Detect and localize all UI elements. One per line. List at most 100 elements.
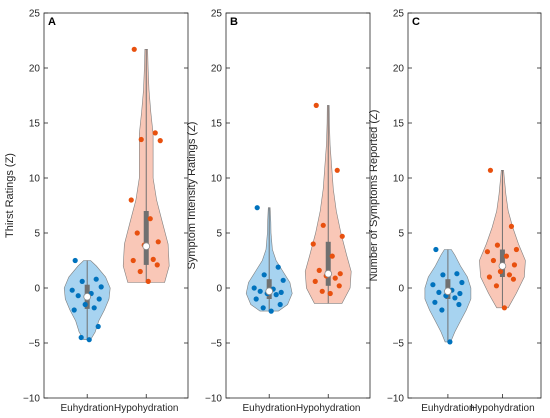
data-point: [78, 334, 84, 341]
panel-a: −10 −5 0 5 10 15 20 25 Thirst Ratings (Z) A Euhydr…: [4, 9, 189, 414]
violin-hypohydration: [122, 46, 170, 284]
data-point: [510, 276, 517, 282]
x-tick-label: Euhydration: [243, 403, 296, 414]
data-point: [86, 337, 92, 343]
y-tick-label: 5: [216, 229, 222, 240]
y-tick-label: −5: [211, 339, 223, 350]
y-tick-label: 15: [393, 119, 405, 130]
y-tick-label: 5: [398, 229, 404, 240]
data-point: [494, 242, 501, 248]
data-point: [432, 299, 438, 305]
y-tick-label: 20: [393, 64, 405, 75]
data-point: [457, 290, 463, 297]
data-point: [511, 262, 518, 268]
y-axis-label: Number of Symptoms Reported (Z): [368, 110, 380, 282]
data-point: [98, 284, 104, 290]
data-point: [439, 307, 445, 313]
data-point: [152, 130, 158, 136]
data-point: [459, 279, 465, 286]
data-point: [327, 290, 333, 297]
data-point: [147, 216, 153, 222]
median-marker: [83, 292, 91, 301]
y-axis-label: Symptom Intensity Ratings (Z): [186, 122, 198, 270]
y-tick-label: 0: [216, 284, 222, 295]
data-point: [72, 257, 78, 264]
data-point: [261, 272, 267, 278]
data-point: [456, 301, 462, 308]
x-tick-label: Hypohydration: [470, 403, 534, 414]
data-point: [138, 136, 144, 143]
data-point: [316, 267, 322, 273]
axes-box: [225, 12, 371, 399]
panel-label: A: [48, 16, 56, 28]
data-point: [332, 275, 338, 281]
data-point: [278, 289, 284, 295]
panel-b: −10 −5 0 5 10 15 20 25 Symptom Intensity Ratings…: [186, 9, 371, 414]
median-marker: [324, 269, 333, 278]
panel-c: −10 −5 0 5 10 15 20 25 Number of Symptoms Report…: [368, 9, 542, 414]
data-point: [260, 305, 266, 311]
data-point: [329, 253, 335, 259]
data-point: [253, 296, 259, 302]
data-point: [508, 223, 515, 229]
data-point: [319, 288, 325, 294]
data-point: [497, 268, 504, 275]
y-tick-label: 25: [29, 9, 41, 20]
data-point: [79, 278, 85, 284]
y-tick-label: −10: [205, 394, 222, 405]
data-point: [334, 167, 340, 173]
panel-label: C: [412, 16, 420, 28]
violin-euhydration: [424, 246, 472, 345]
data-point: [273, 292, 279, 298]
data-point: [501, 305, 508, 311]
violin-euhydration: [63, 257, 111, 343]
data-point: [454, 271, 460, 277]
iqr-box: [143, 211, 149, 265]
y-tick-label: −10: [387, 394, 404, 405]
data-point: [95, 323, 101, 330]
data-point: [310, 241, 316, 247]
data-point: [251, 285, 257, 291]
data-point: [275, 264, 281, 270]
y-tick-label: 10: [211, 174, 223, 185]
median-marker: [444, 287, 452, 296]
y-tick-label: 5: [34, 229, 40, 240]
y-tick-label: 15: [29, 119, 41, 130]
data-point: [93, 276, 99, 282]
data-point: [157, 138, 163, 144]
y-tick-label: −5: [29, 339, 41, 350]
iqr-box: [325, 241, 331, 286]
data-point: [257, 288, 263, 294]
data-point: [487, 167, 494, 173]
x-tick-label: Euhydration: [421, 403, 474, 414]
data-point: [506, 272, 513, 278]
median-marker: [498, 262, 507, 270]
data-point: [490, 257, 497, 264]
y-tick-label: 25: [393, 9, 405, 20]
data-point: [130, 257, 136, 264]
data-point: [91, 305, 97, 311]
data-point: [312, 278, 318, 284]
violin-hypohydration: [304, 102, 352, 304]
axes-box: [407, 12, 542, 399]
data-point: [433, 246, 439, 253]
data-point: [280, 277, 286, 283]
data-point: [452, 295, 458, 301]
data-point: [484, 249, 491, 255]
data-point: [131, 46, 137, 52]
data-point: [82, 301, 88, 308]
panel-label: B: [230, 16, 238, 28]
median-marker: [265, 287, 274, 296]
data-point: [268, 308, 274, 314]
data-point: [150, 256, 156, 262]
data-point: [155, 239, 161, 245]
data-point: [513, 246, 520, 253]
y-tick-label: 15: [211, 119, 223, 130]
data-point: [134, 230, 140, 236]
violin-hypohydration: [479, 167, 526, 311]
data-point: [69, 287, 75, 293]
data-point: [277, 301, 283, 308]
data-point: [313, 102, 319, 108]
data-point: [137, 268, 143, 275]
